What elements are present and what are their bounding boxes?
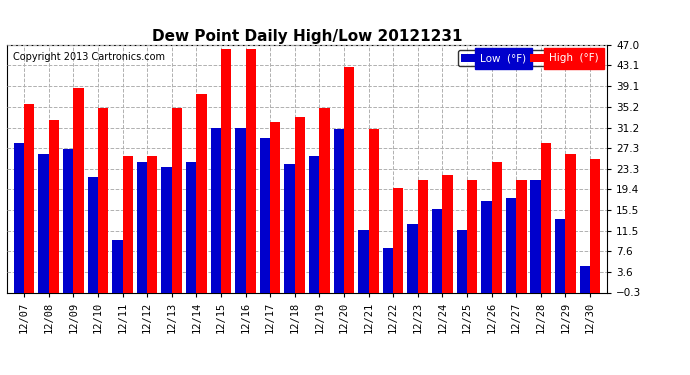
Bar [393, 188, 404, 292]
Bar [334, 129, 344, 292]
Bar [197, 94, 207, 292]
Bar [49, 120, 59, 292]
Bar [210, 128, 221, 292]
Bar [432, 209, 442, 292]
Bar [368, 129, 379, 292]
Bar [172, 108, 182, 292]
Bar [590, 159, 600, 292]
Bar [481, 201, 491, 292]
Bar [541, 143, 551, 292]
Bar [14, 143, 24, 292]
Bar [309, 156, 319, 292]
Bar [246, 49, 256, 292]
Bar [260, 138, 270, 292]
Bar [137, 162, 147, 292]
Text: Copyright 2013 Cartronics.com: Copyright 2013 Cartronics.com [13, 53, 165, 62]
Bar [457, 230, 467, 292]
Bar [491, 162, 502, 292]
Bar [344, 67, 354, 292]
Bar [112, 240, 123, 292]
Bar [555, 219, 565, 292]
Bar [270, 123, 280, 292]
Bar [39, 154, 49, 292]
Bar [467, 180, 477, 292]
Bar [417, 180, 428, 292]
Bar [383, 248, 393, 292]
Bar [407, 225, 417, 292]
Bar [221, 49, 231, 292]
Bar [235, 128, 246, 292]
Bar [161, 167, 172, 292]
Bar [88, 177, 98, 292]
Bar [531, 180, 541, 292]
Bar [98, 108, 108, 292]
Bar [123, 156, 133, 292]
Bar [295, 117, 305, 292]
Bar [565, 154, 575, 292]
Bar [442, 175, 453, 292]
Bar [24, 104, 34, 292]
Bar [580, 266, 590, 292]
Title: Dew Point Daily High/Low 20121231: Dew Point Daily High/Low 20121231 [152, 29, 462, 44]
Bar [284, 164, 295, 292]
Bar [319, 108, 330, 292]
Bar [186, 162, 197, 292]
Bar [506, 198, 516, 292]
Bar [516, 180, 526, 292]
Bar [358, 230, 368, 292]
Bar [63, 148, 73, 292]
Bar [73, 88, 83, 292]
Bar [147, 156, 157, 292]
Legend: Low  (°F), High  (°F): Low (°F), High (°F) [458, 50, 602, 66]
